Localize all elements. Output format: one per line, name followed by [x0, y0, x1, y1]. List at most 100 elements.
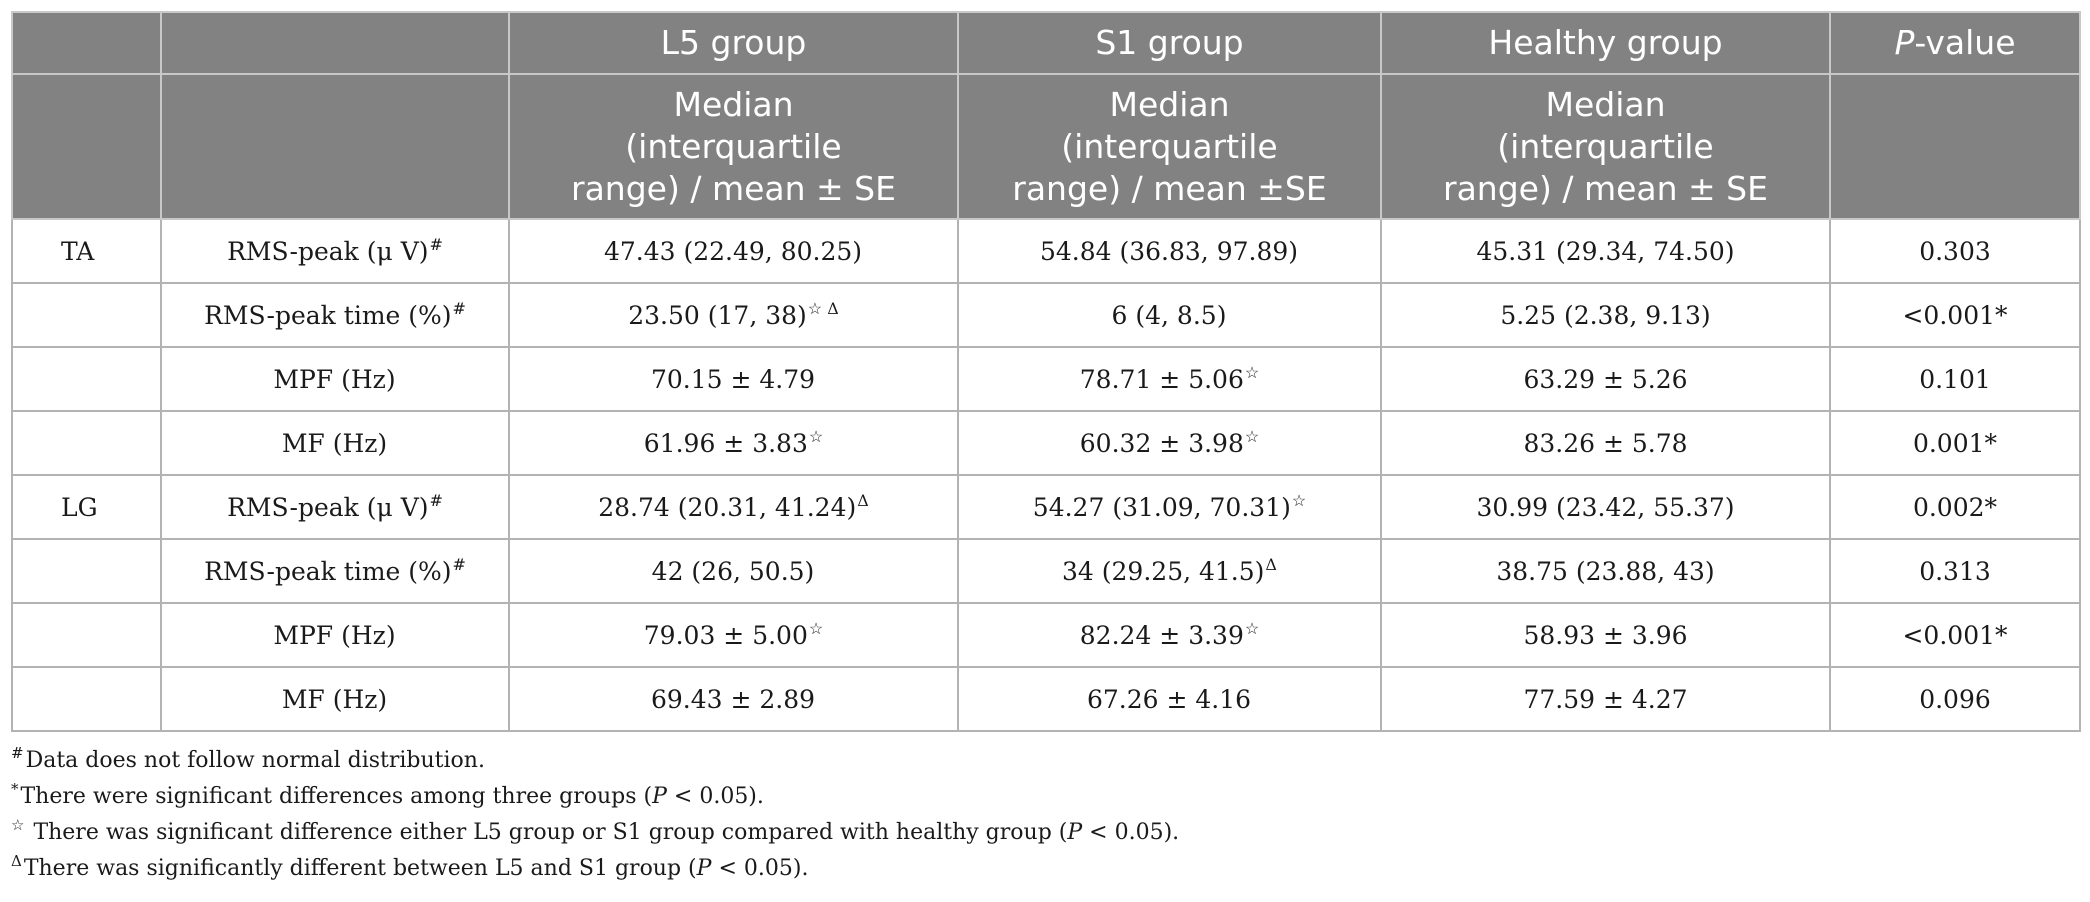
l5-cell: 79.03 ± 5.00☆: [508, 602, 959, 668]
p-value-cell: 0.096: [1829, 666, 2081, 732]
muscle-cell: [11, 410, 162, 476]
measure-cell: RMS-peak time (%)#: [160, 282, 510, 348]
table-row: MPF (Hz) 79.03 ± 5.00☆ 82.24 ± 3.39☆ 58.…: [11, 602, 2081, 668]
footnote-l5-vs-s1: ΔThere was significantly different betwe…: [11, 851, 2079, 887]
s1-cell: 6 (4, 8.5): [957, 282, 1382, 348]
healthy-cell: 30.99 (23.42, 55.37): [1380, 474, 1831, 540]
muscle-cell: [11, 538, 162, 604]
s1-value: 78.71 ± 5.06: [1079, 364, 1244, 394]
l5-cell: 28.74 (20.31, 41.24)Δ: [508, 474, 959, 540]
footnote-text-end: < 0.05).: [711, 856, 809, 881]
table-row: TA RMS-peak (μ V)# 47.43 (22.49, 80.25) …: [11, 218, 2081, 284]
footnote-p-symbol: P: [652, 784, 667, 809]
l5-value: 69.43 ± 2.89: [650, 684, 816, 714]
healthy-cell: 83.26 ± 5.78: [1380, 410, 1831, 476]
l5-value: 61.96 ± 3.83: [643, 428, 808, 458]
results-table: L5 group S1 group Healthy group P-value …: [11, 11, 2081, 732]
subheader-s1: Median (interquartile range) / mean ±SE: [957, 73, 1382, 220]
muscle-cell: [11, 666, 162, 732]
s1-value: 60.32 ± 3.98: [1079, 428, 1244, 458]
l5-mark: ☆: [808, 426, 824, 446]
l5-value: 47.43 (22.49, 80.25): [603, 236, 863, 266]
muscle-cell: [11, 346, 162, 412]
header-p-value: P-value: [1829, 11, 2081, 75]
l5-mark: ☆ Δ: [807, 298, 839, 318]
p-symbol: P: [1894, 23, 1915, 62]
table-row: RMS-peak time (%)# 42 (26, 50.5) 34 (29.…: [11, 538, 2081, 604]
measure-label: RMS-peak time (%): [204, 556, 452, 586]
measure-label: MF (Hz): [281, 428, 388, 458]
p-value-cell: 0.002*: [1829, 474, 2081, 540]
footnote-text: There was significant difference either …: [26, 820, 1068, 845]
footnote-text: There were significant differences among…: [20, 784, 653, 809]
measure-mark: #: [452, 554, 466, 574]
subheader-l5-line: range) / mean ± SE: [571, 168, 896, 208]
footnote-text-end: < 0.05).: [1082, 820, 1180, 845]
s1-cell: 60.32 ± 3.98☆: [957, 410, 1382, 476]
table-row: MPF (Hz) 70.15 ± 4.79 78.71 ± 5.06☆ 63.2…: [11, 346, 2081, 412]
p-value-cell: 0.101: [1829, 346, 2081, 412]
footnote-text-end: < 0.05).: [666, 784, 764, 809]
footnote-three-groups: *There were significant differences amon…: [11, 779, 2079, 815]
l5-mark: Δ: [857, 490, 869, 510]
subheader-blank-3: [1829, 73, 2081, 220]
s1-mark: Δ: [1265, 554, 1277, 574]
subheader-s1-line: Median: [1109, 84, 1230, 124]
footnote-text: There was significantly different betwee…: [23, 856, 697, 881]
p-value-cell: 0.303: [1829, 218, 2081, 284]
subheader-l5: Median (interquartile range) / mean ± SE: [508, 73, 959, 220]
muscle-cell: TA: [11, 218, 162, 284]
l5-value: 42 (26, 50.5): [651, 556, 815, 586]
subheader-s1-line: range) / mean ±SE: [1012, 168, 1327, 208]
footnote-vs-healthy: ☆ There was significant difference eithe…: [11, 815, 2079, 851]
table-footnotes: #Data does not follow normal distributio…: [11, 743, 2079, 887]
header-s1-group: S1 group: [957, 11, 1382, 75]
s1-cell: 82.24 ± 3.39☆: [957, 602, 1382, 668]
healthy-cell: 38.75 (23.88, 43): [1380, 538, 1831, 604]
s1-value: 82.24 ± 3.39: [1079, 620, 1244, 650]
s1-cell: 67.26 ± 4.16: [957, 666, 1382, 732]
measure-cell: RMS-peak time (%)#: [160, 538, 510, 604]
table-row: LG RMS-peak (μ V)# 28.74 (20.31, 41.24)Δ…: [11, 474, 2081, 540]
measure-mark: #: [452, 298, 466, 318]
l5-value: 79.03 ± 5.00: [643, 620, 808, 650]
table-row: MF (Hz) 69.43 ± 2.89 67.26 ± 4.16 77.59 …: [11, 666, 2081, 732]
s1-mark: ☆: [1244, 362, 1260, 382]
subheader-healthy: Median (interquartile range) / mean ± SE: [1380, 73, 1831, 220]
s1-mark: ☆: [1244, 618, 1260, 638]
l5-value: 23.50 (17, 38): [628, 300, 807, 330]
measure-cell: RMS-peak (μ V)#: [160, 218, 510, 284]
measure-mark: #: [429, 234, 443, 254]
footnote-mark: ☆: [11, 816, 25, 834]
footnote-p-symbol: P: [696, 856, 712, 881]
muscle-cell: LG: [11, 474, 162, 540]
footnote-text: Data does not follow normal distribution…: [25, 748, 485, 773]
l5-cell: 47.43 (22.49, 80.25): [508, 218, 959, 284]
table-row: RMS-peak time (%)# 23.50 (17, 38)☆ Δ 6 (…: [11, 282, 2081, 348]
subheader-l5-line: Median: [673, 84, 794, 124]
s1-mark: ☆: [1244, 426, 1260, 446]
p-value-cell: 0.313: [1829, 538, 2081, 604]
measure-label: MPF (Hz): [273, 364, 396, 394]
healthy-cell: 5.25 (2.38, 9.13): [1380, 282, 1831, 348]
s1-cell: 34 (29.25, 41.5)Δ: [957, 538, 1382, 604]
s1-value: 54.27 (31.09, 70.31): [1032, 492, 1291, 522]
p-value-cell: <0.001*: [1829, 602, 2081, 668]
footnote-mark: *: [11, 780, 19, 798]
muscle-cell: [11, 282, 162, 348]
measure-mark: #: [429, 490, 443, 510]
l5-cell: 61.96 ± 3.83☆: [508, 410, 959, 476]
muscle-cell: [11, 602, 162, 668]
measure-cell: MPF (Hz): [160, 346, 510, 412]
header-blank-1: [11, 11, 162, 75]
s1-cell: 54.27 (31.09, 70.31)☆: [957, 474, 1382, 540]
healthy-cell: 45.31 (29.34, 74.50): [1380, 218, 1831, 284]
p-value-cell: <0.001*: [1829, 282, 2081, 348]
l5-cell: 23.50 (17, 38)☆ Δ: [508, 282, 959, 348]
subheader-row: Median (interquartile range) / mean ± SE…: [11, 73, 2081, 220]
table-row: MF (Hz) 61.96 ± 3.83☆ 60.32 ± 3.98☆ 83.2…: [11, 410, 2081, 476]
healthy-cell: 77.59 ± 4.27: [1380, 666, 1831, 732]
measure-cell: RMS-peak (μ V)#: [160, 474, 510, 540]
s1-value: 54.84 (36.83, 97.89): [1039, 236, 1299, 266]
l5-cell: 69.43 ± 2.89: [508, 666, 959, 732]
